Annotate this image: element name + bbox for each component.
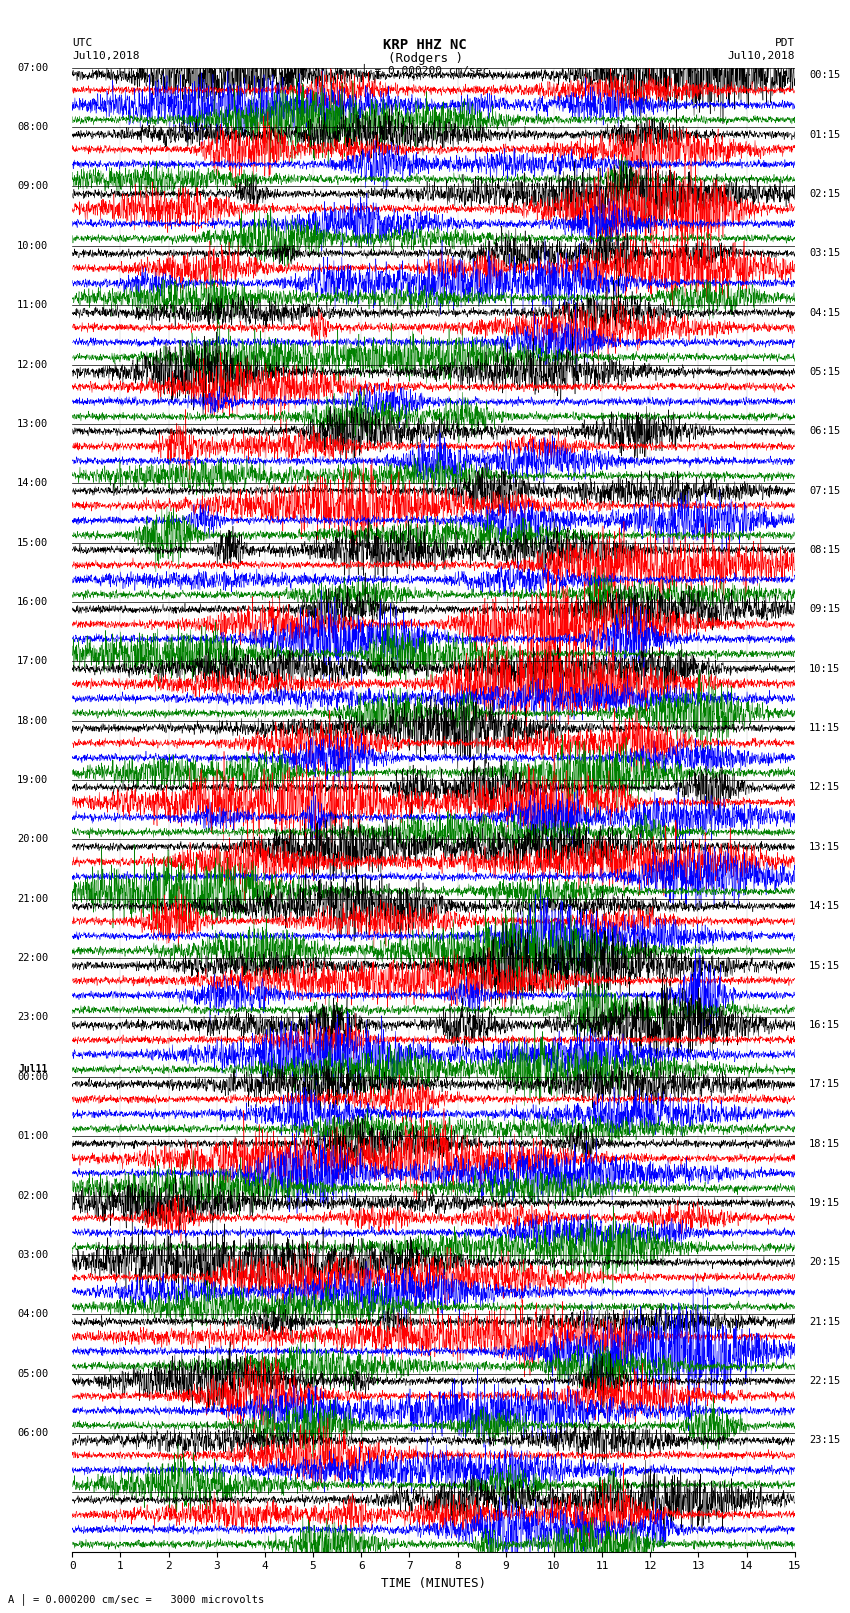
- X-axis label: TIME (MINUTES): TIME (MINUTES): [381, 1578, 486, 1590]
- Text: 18:15: 18:15: [809, 1139, 841, 1148]
- Text: 23:00: 23:00: [17, 1013, 48, 1023]
- Text: 17:00: 17:00: [17, 656, 48, 666]
- Text: 09:15: 09:15: [809, 605, 841, 615]
- Text: 22:00: 22:00: [17, 953, 48, 963]
- Text: 00:00: 00:00: [17, 1073, 48, 1082]
- Text: 11:15: 11:15: [809, 723, 841, 732]
- Text: 13:00: 13:00: [17, 419, 48, 429]
- Text: 13:15: 13:15: [809, 842, 841, 852]
- Text: 14:00: 14:00: [17, 479, 48, 489]
- Text: 00:15: 00:15: [809, 71, 841, 81]
- Text: Jul11: Jul11: [19, 1065, 48, 1074]
- Text: 12:15: 12:15: [809, 782, 841, 792]
- Text: KRP HHZ NC: KRP HHZ NC: [383, 37, 467, 52]
- Text: 10:00: 10:00: [17, 240, 48, 250]
- Text: 08:00: 08:00: [17, 123, 48, 132]
- Text: 02:00: 02:00: [17, 1190, 48, 1200]
- Text: 01:15: 01:15: [809, 129, 841, 139]
- Text: 15:00: 15:00: [17, 537, 48, 547]
- Text: 11:00: 11:00: [17, 300, 48, 310]
- Text: 19:00: 19:00: [17, 776, 48, 786]
- Text: 06:00: 06:00: [17, 1428, 48, 1437]
- Text: 03:15: 03:15: [809, 248, 841, 258]
- Text: UTC: UTC: [72, 39, 93, 48]
- Text: (Rodgers ): (Rodgers ): [388, 52, 462, 65]
- Text: 05:00: 05:00: [17, 1369, 48, 1379]
- Text: 06:15: 06:15: [809, 426, 841, 436]
- Text: 07:00: 07:00: [17, 63, 48, 73]
- Text: 18:00: 18:00: [17, 716, 48, 726]
- Text: 22:15: 22:15: [809, 1376, 841, 1386]
- Text: 04:00: 04:00: [17, 1310, 48, 1319]
- Text: 12:00: 12:00: [17, 360, 48, 369]
- Text: 09:00: 09:00: [17, 182, 48, 192]
- Text: 07:15: 07:15: [809, 486, 841, 495]
- Text: 14:15: 14:15: [809, 902, 841, 911]
- Text: 01:00: 01:00: [17, 1131, 48, 1140]
- Text: 19:15: 19:15: [809, 1198, 841, 1208]
- Text: 08:15: 08:15: [809, 545, 841, 555]
- Text: 10:15: 10:15: [809, 665, 841, 674]
- Text: │ = 0.000200 cm/sec: │ = 0.000200 cm/sec: [361, 65, 489, 77]
- Text: 03:00: 03:00: [17, 1250, 48, 1260]
- Text: 04:15: 04:15: [809, 308, 841, 318]
- Text: A │ = 0.000200 cm/sec =   3000 microvolts: A │ = 0.000200 cm/sec = 3000 microvolts: [8, 1594, 264, 1605]
- Text: 16:00: 16:00: [17, 597, 48, 606]
- Text: 21:00: 21:00: [17, 894, 48, 903]
- Text: Jul10,2018: Jul10,2018: [72, 52, 139, 61]
- Text: 23:15: 23:15: [809, 1436, 841, 1445]
- Text: Jul10,2018: Jul10,2018: [728, 52, 795, 61]
- Text: PDT: PDT: [774, 39, 795, 48]
- Text: 16:15: 16:15: [809, 1019, 841, 1029]
- Text: 02:15: 02:15: [809, 189, 841, 198]
- Text: 21:15: 21:15: [809, 1316, 841, 1326]
- Text: 05:15: 05:15: [809, 368, 841, 377]
- Text: 17:15: 17:15: [809, 1079, 841, 1089]
- Text: 20:15: 20:15: [809, 1258, 841, 1268]
- Text: 15:15: 15:15: [809, 961, 841, 971]
- Text: 20:00: 20:00: [17, 834, 48, 844]
